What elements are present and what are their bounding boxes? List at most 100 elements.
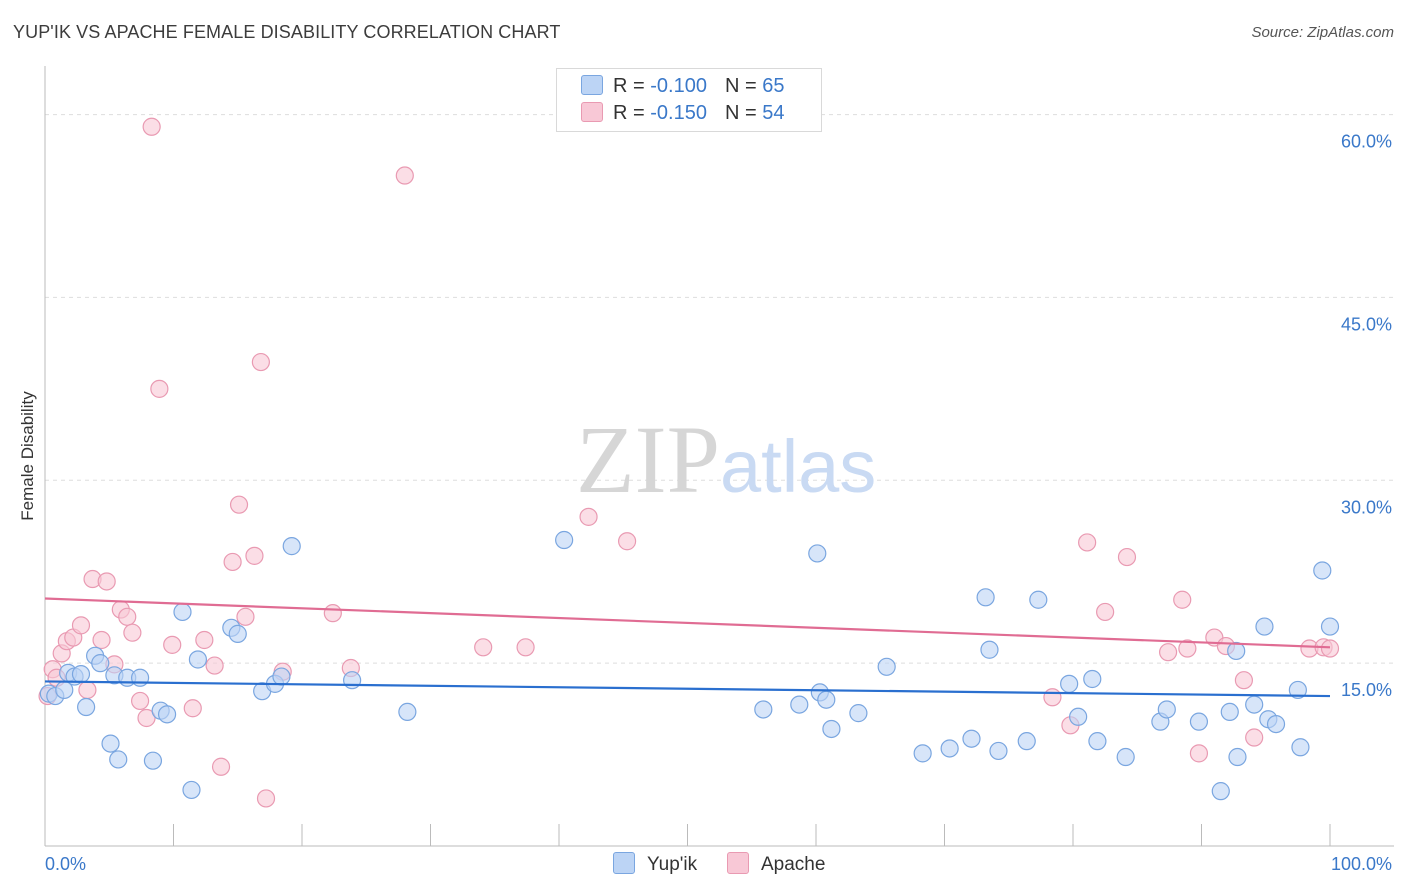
apache-point — [78, 680, 97, 700]
apache-point — [1189, 744, 1209, 763]
apache-point — [1096, 602, 1115, 622]
yupik-point — [1255, 617, 1274, 636]
yupik-point — [1017, 732, 1036, 751]
apache-point — [130, 691, 150, 711]
apache-legend-swatch — [727, 852, 749, 874]
legend-n-value: 65 — [762, 75, 785, 97]
y-tick-label: 45.0% — [1341, 314, 1392, 334]
trend-lines — [44, 597, 1331, 698]
yupik-point — [989, 741, 1008, 761]
apache-swatch — [581, 102, 603, 122]
yupik-point — [143, 751, 163, 770]
yupik-legend-swatch — [613, 852, 635, 874]
yupik-point — [940, 739, 959, 758]
apache-point — [1245, 728, 1264, 747]
legend-item-yupik[interactable]: Yup'ik — [613, 852, 697, 876]
apache-points — [38, 117, 1340, 808]
legend-row-yupik: R = -0.100 N = 65 — [581, 75, 784, 99]
yupik-point — [1288, 680, 1307, 700]
apache-point — [97, 572, 116, 591]
yupik-point — [1069, 707, 1088, 726]
yupik-point — [77, 697, 96, 717]
yupik-point — [1116, 747, 1135, 767]
apache-point — [229, 495, 249, 514]
yupik-point — [1060, 674, 1079, 693]
yupik-point — [1189, 712, 1209, 731]
yupik-point — [188, 650, 208, 669]
apache-point — [71, 616, 91, 635]
yupik-point — [272, 667, 291, 686]
yupik-point — [962, 729, 981, 748]
yupik-point — [790, 695, 809, 714]
yupik-point — [182, 780, 201, 800]
apache-point — [211, 757, 231, 776]
yupik-point — [398, 702, 417, 722]
legend-n-label: N = — [724, 102, 763, 124]
apache-point — [1158, 643, 1178, 662]
apache-point — [1234, 671, 1254, 690]
yupik-trend-line — [44, 680, 1331, 698]
apache-point — [123, 623, 142, 642]
apache-point — [579, 507, 598, 526]
apache-trend-line — [44, 597, 1331, 649]
watermark-zip: ZIP — [576, 406, 720, 513]
yupik-point — [913, 744, 932, 763]
source-label: Source: ZipAtlas.com — [1251, 24, 1394, 41]
yupik-point — [101, 734, 120, 753]
yupik-swatch — [581, 75, 603, 95]
apache-point — [516, 638, 535, 657]
apache-point — [395, 166, 414, 185]
legend-r-label: R = — [613, 102, 651, 124]
yupik-point — [1228, 747, 1247, 767]
correlation-legend: R = -0.100 N = 65 R = -0.150 N = 54 — [556, 68, 822, 132]
apache-point — [142, 117, 161, 136]
apache-point — [92, 630, 111, 650]
legend-n-label: N = — [724, 75, 763, 97]
apache-point — [1173, 590, 1192, 609]
yupik-point — [109, 750, 128, 769]
yupik-point — [808, 544, 827, 563]
yupik-point — [91, 654, 110, 673]
yupik-point — [555, 530, 574, 550]
y-tick-label: 15.0% — [1341, 680, 1392, 700]
yupik-point — [1157, 700, 1176, 719]
apache-point — [1320, 639, 1340, 658]
yupik-point — [282, 537, 301, 556]
yupik-point — [980, 640, 999, 659]
apache-point — [474, 638, 493, 657]
yupik-point — [1220, 702, 1239, 722]
yupik-point — [1291, 738, 1310, 757]
yupik-point — [1083, 669, 1102, 689]
apache-point — [1178, 639, 1197, 658]
apache-point — [163, 635, 182, 654]
apache-point — [245, 546, 264, 565]
yupik-point — [817, 690, 836, 709]
legend-n-value: 54 — [762, 102, 785, 124]
yupik-points — [39, 530, 1340, 801]
legend-r-label: R = — [613, 75, 651, 97]
yupik-point — [157, 705, 177, 724]
yupik-point — [754, 700, 773, 719]
x-tick-label: 100.0% — [1331, 854, 1392, 874]
yupik-point — [343, 671, 362, 690]
apache-point — [251, 352, 270, 372]
yupik-point — [849, 704, 868, 723]
yupik-point — [1088, 732, 1107, 751]
y-axis-label: Female Disability — [18, 391, 37, 521]
legend-r-value: -0.150 — [650, 102, 707, 124]
apache-point — [137, 708, 156, 728]
tick-labels: 15.0% 30.0% 45.0% 60.0% 0.0% 100.0% — [45, 132, 1392, 874]
legend-item-apache[interactable]: Apache — [727, 852, 825, 876]
apache-point — [1078, 533, 1097, 552]
apache-point — [205, 656, 224, 675]
yupik-point — [173, 602, 192, 622]
yupik-point — [228, 624, 247, 643]
yupik-point — [1227, 641, 1246, 661]
apache-point — [183, 699, 202, 718]
apache-point — [1117, 547, 1137, 567]
yupik-point — [877, 657, 896, 676]
grid-lines — [45, 114, 1394, 664]
apache-point — [118, 607, 137, 626]
apache-point — [195, 630, 214, 650]
